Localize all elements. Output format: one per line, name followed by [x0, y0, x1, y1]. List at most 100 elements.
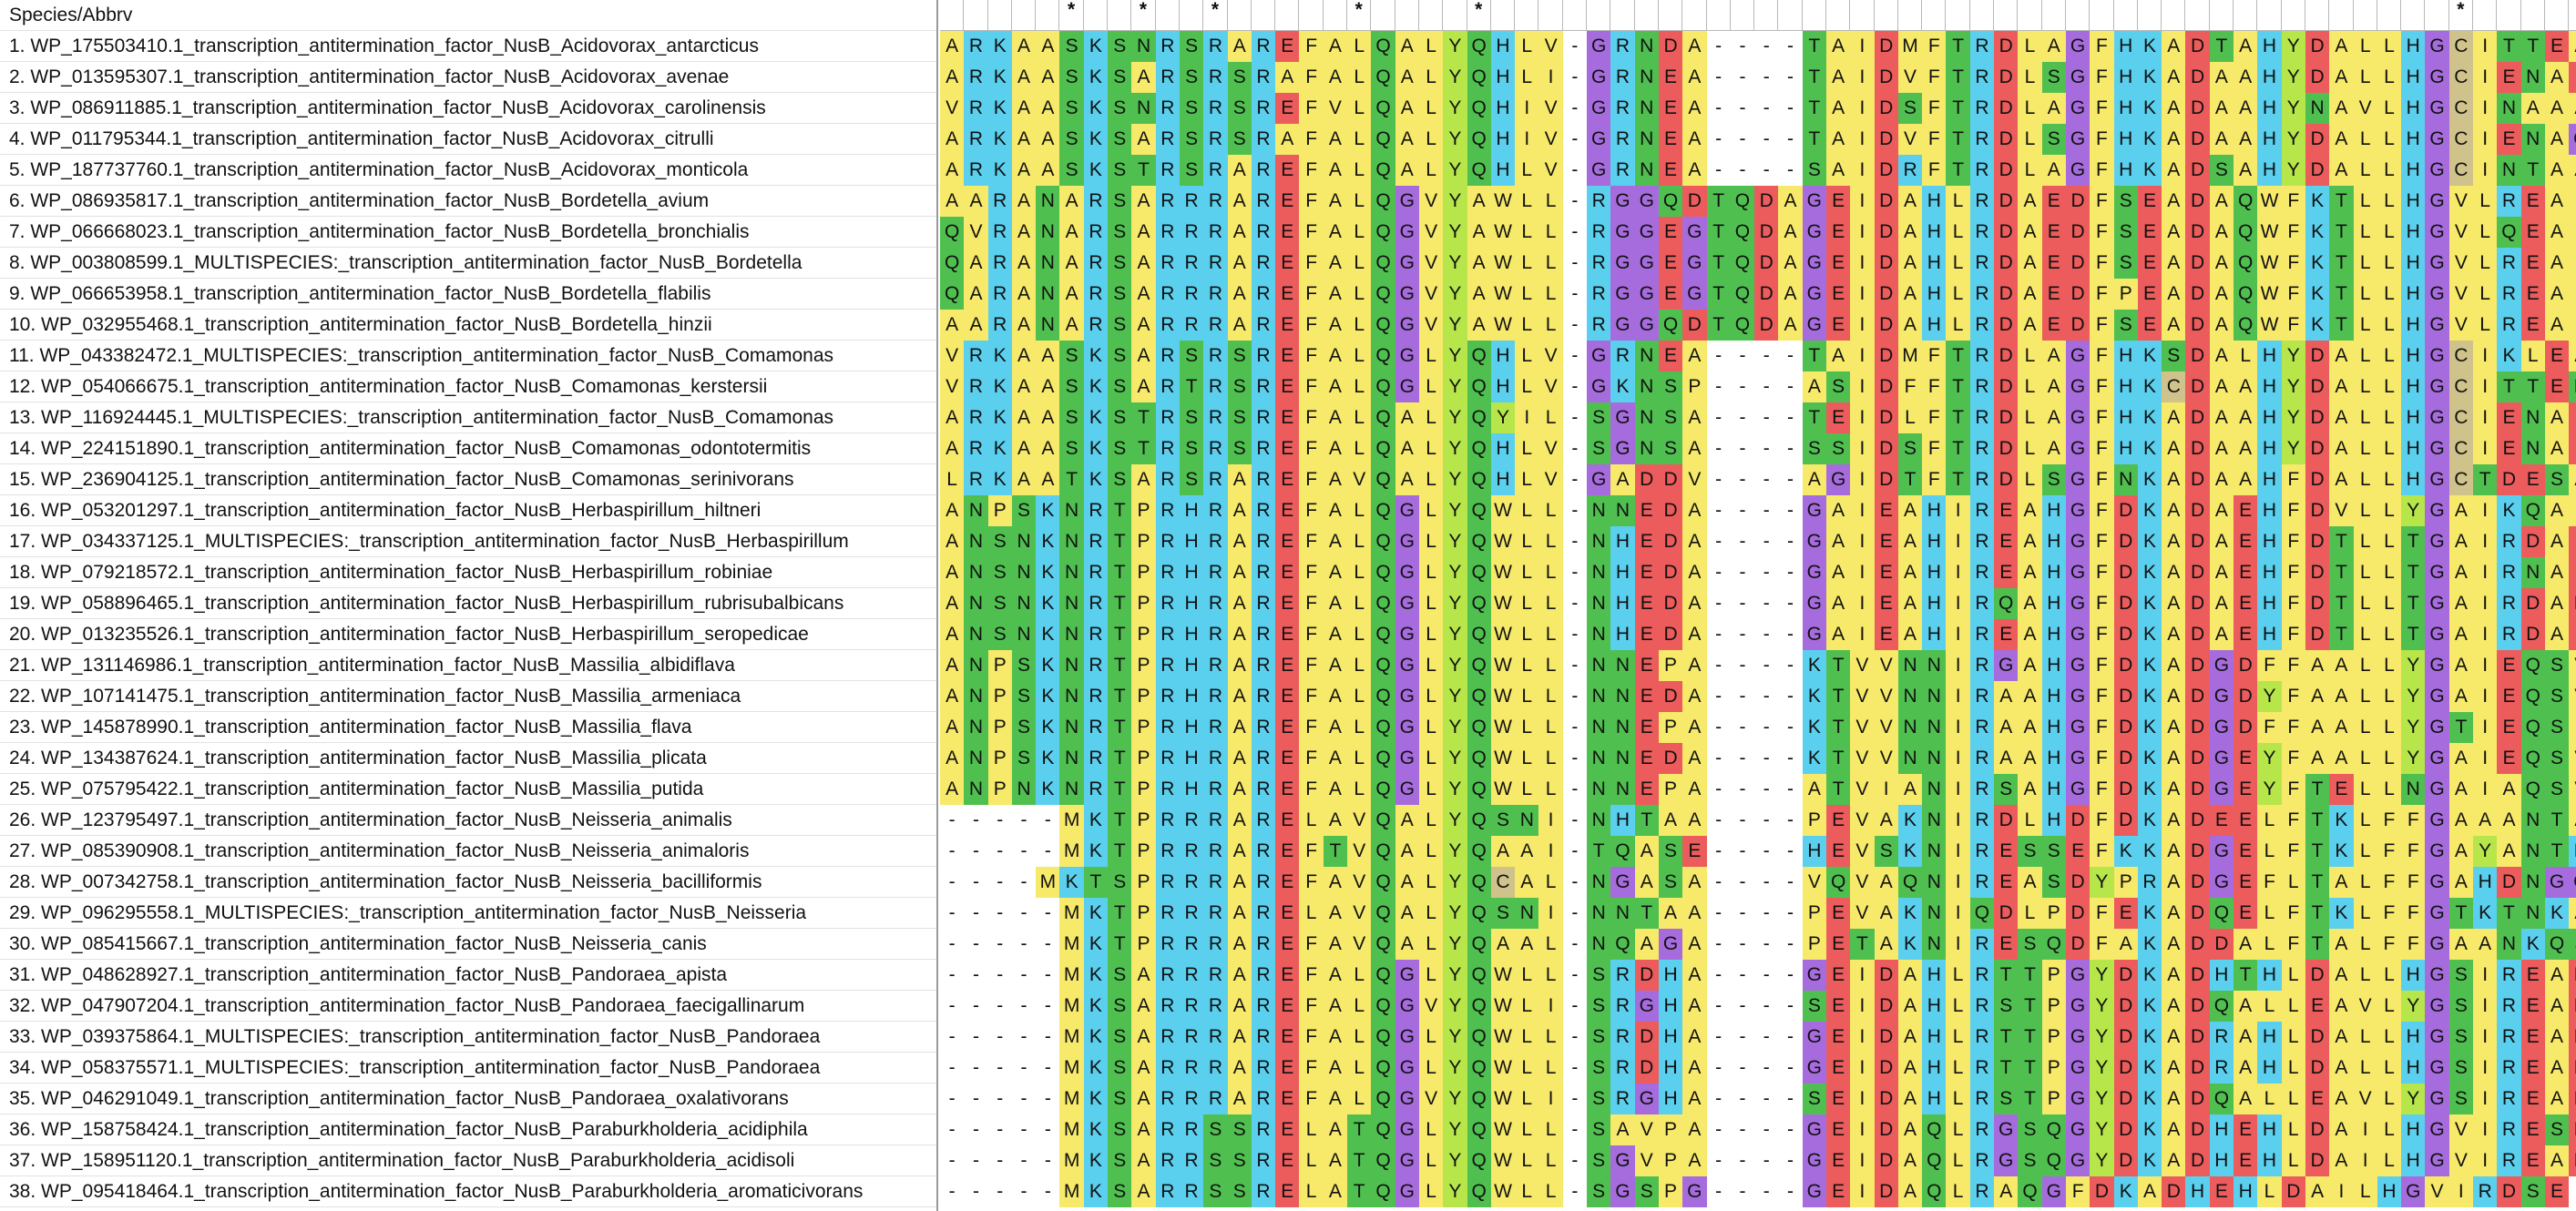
residue-cell: V: [1874, 650, 1898, 681]
species-name[interactable]: 18. WP_079218572.1_transcription_antiter…: [0, 557, 936, 588]
residue-cell: E: [2544, 31, 2570, 62]
species-name[interactable]: 10. WP_032955468.1_transcription_antiter…: [0, 310, 936, 341]
residue-cell: L: [2018, 805, 2042, 836]
species-name[interactable]: 38. WP_095418464.1_transcription_antiter…: [0, 1176, 936, 1207]
residue-cell: N: [1011, 557, 1037, 588]
residue-cell: A: [1227, 1022, 1252, 1053]
residue-cell: W: [1490, 1022, 1516, 1053]
residue-cell: D: [2185, 526, 2210, 557]
residue-cell: F: [1299, 279, 1324, 310]
residue-cell: A: [1011, 433, 1037, 464]
residue-cell: V: [2353, 93, 2377, 124]
gap-cell: -: [1044, 1150, 1051, 1171]
species-name[interactable]: 31. WP_048628927.1_transcription_antiter…: [0, 960, 936, 991]
species-name[interactable]: 24. WP_134387624.1_transcription_antiter…: [0, 743, 936, 774]
species-name[interactable]: 16. WP_053201297.1_transcription_antiter…: [0, 495, 936, 526]
residue-cell: A: [2544, 248, 2570, 279]
residue-cell: D: [1658, 557, 1683, 588]
residue-cell: N: [964, 619, 988, 650]
residue-cell: N: [1059, 588, 1084, 619]
species-name[interactable]: 17. WP_034337125.1_MULTISPECIES:_transcr…: [0, 526, 936, 557]
species-name[interactable]: 28. WP_007342758.1_transcription_antiter…: [0, 867, 936, 898]
residue-cell: G: [2209, 743, 2234, 774]
residue-cell: A: [2209, 248, 2234, 279]
species-name[interactable]: 21. WP_131146986.1_transcription_antiter…: [0, 650, 936, 681]
residue-cell: F: [2090, 62, 2114, 93]
species-name[interactable]: 37. WP_158951120.1_transcription_antiter…: [0, 1145, 936, 1176]
species-name[interactable]: 15. WP_236904125.1_transcription_antiter…: [0, 464, 936, 495]
species-name[interactable]: 5. WP_187737760.1_transcription_antiterm…: [0, 155, 936, 186]
species-name[interactable]: 30. WP_085415667.1_transcription_antiter…: [0, 929, 936, 960]
residue-cell: L: [2377, 217, 2402, 248]
residue-cell: L: [2018, 433, 2042, 464]
species-name[interactable]: 9. WP_066653958.1_transcription_antiterm…: [0, 279, 936, 310]
residue-cell: P: [2041, 991, 2066, 1022]
residue-cell: I: [1850, 1145, 1875, 1176]
residue-cell: A: [1395, 402, 1419, 433]
residue-cell: W: [2257, 248, 2282, 279]
species-name[interactable]: 25. WP_075795422.1_transcription_antiter…: [0, 774, 936, 805]
residue-cell: A: [1682, 1053, 1707, 1084]
residue-cell: L: [2353, 960, 2377, 991]
species-name[interactable]: 7. WP_066668023.1_transcription_antiterm…: [0, 217, 936, 248]
species-name[interactable]: 35. WP_046291049.1_transcription_antiter…: [0, 1084, 936, 1114]
conservation-mark: [2162, 0, 2186, 31]
species-name[interactable]: 26. WP_123795497.1_transcription_antiter…: [0, 805, 936, 836]
species-name[interactable]: 14. WP_224151890.1_transcription_antiter…: [0, 433, 936, 464]
species-name[interactable]: 33. WP_039375864.1_MULTISPECIES:_transcr…: [0, 1022, 936, 1053]
species-name[interactable]: 11. WP_043382472.1_MULTISPECIES:_transcr…: [0, 341, 936, 371]
residue-cell: S: [1227, 124, 1252, 155]
species-name[interactable]: 6. WP_086935817.1_transcription_antiterm…: [0, 186, 936, 217]
species-name[interactable]: 29. WP_096295558.1_MULTISPECIES:_transcr…: [0, 898, 936, 929]
species-name[interactable]: 12. WP_054066675.1_transcription_antiter…: [0, 371, 936, 402]
residue-cell: K: [2305, 248, 2330, 279]
residue-cell: T: [1587, 836, 1611, 867]
residue-cell: R: [2209, 1053, 2234, 1084]
residue-cell: L: [1538, 310, 1563, 341]
residue-cell: N: [1587, 743, 1611, 774]
residue-cell: T: [1946, 464, 1970, 495]
gap-cell: -: [1044, 964, 1051, 985]
residue-cell: K: [2305, 279, 2330, 310]
residue-cell: Q: [1467, 402, 1491, 433]
residue-cell: A: [2305, 650, 2330, 681]
residue-cell: L: [2377, 310, 2402, 341]
species-name[interactable]: 23. WP_145878990.1_transcription_antiter…: [0, 712, 936, 743]
species-name[interactable]: 19. WP_058896465.1_transcription_antiter…: [0, 588, 936, 619]
gap-cell: -: [997, 1026, 1004, 1047]
species-name[interactable]: 1. WP_175503410.1_transcription_antiterm…: [0, 31, 936, 62]
residue-cell: T: [1108, 743, 1132, 774]
species-name[interactable]: 22. WP_107141475.1_transcription_antiter…: [0, 681, 936, 712]
residue-cell: S: [1227, 402, 1252, 433]
species-name[interactable]: 36. WP_158758424.1_transcription_antiter…: [0, 1114, 936, 1145]
species-name[interactable]: 34. WP_058375571.1_MULTISPECIES:_transcr…: [0, 1053, 936, 1084]
residue-cell: A: [2329, 867, 2354, 898]
residue-cell: L: [1515, 279, 1539, 310]
residue-cell: H: [2257, 93, 2282, 124]
gap-cell: -: [1787, 871, 1794, 892]
residue-cell: A: [1059, 279, 1084, 310]
conservation-mark: [1515, 0, 1539, 31]
gap-cell: -: [1787, 376, 1794, 397]
species-name[interactable]: 27. WP_085390908.1_transcription_antiter…: [0, 836, 936, 867]
residue-cell: D: [2185, 1114, 2210, 1145]
residue-cell: E: [1275, 1145, 1300, 1176]
species-name[interactable]: 3. WP_086911885.1_transcription_antiterm…: [0, 93, 936, 124]
species-name[interactable]: 13. WP_116924445.1_MULTISPECIES:_transcr…: [0, 402, 936, 433]
residue-cell: H: [1490, 124, 1516, 155]
species-name[interactable]: 20. WP_013235526.1_transcription_antiter…: [0, 619, 936, 650]
residue-cell: T: [2018, 960, 2042, 991]
species-name[interactable]: 32. WP_047907204.1_transcription_antiter…: [0, 991, 936, 1022]
residue-cell: D: [2185, 371, 2210, 402]
residue-cell: F: [2065, 1176, 2090, 1207]
species-name[interactable]: 2. WP_013595307.1_transcription_antiterm…: [0, 62, 936, 93]
residue-cell: A: [2162, 991, 2186, 1022]
gap-cell: -: [1571, 314, 1579, 335]
conservation-mark: [2544, 0, 2570, 31]
residue-cell: F: [2090, 805, 2114, 836]
residue-cell: Q: [1658, 186, 1683, 217]
species-name[interactable]: 8. WP_003808599.1_MULTISPECIES:_transcri…: [0, 248, 936, 279]
species-name[interactable]: 4. WP_011795344.1_transcription_antiterm…: [0, 124, 936, 155]
residue-cell: S: [1108, 1145, 1132, 1176]
